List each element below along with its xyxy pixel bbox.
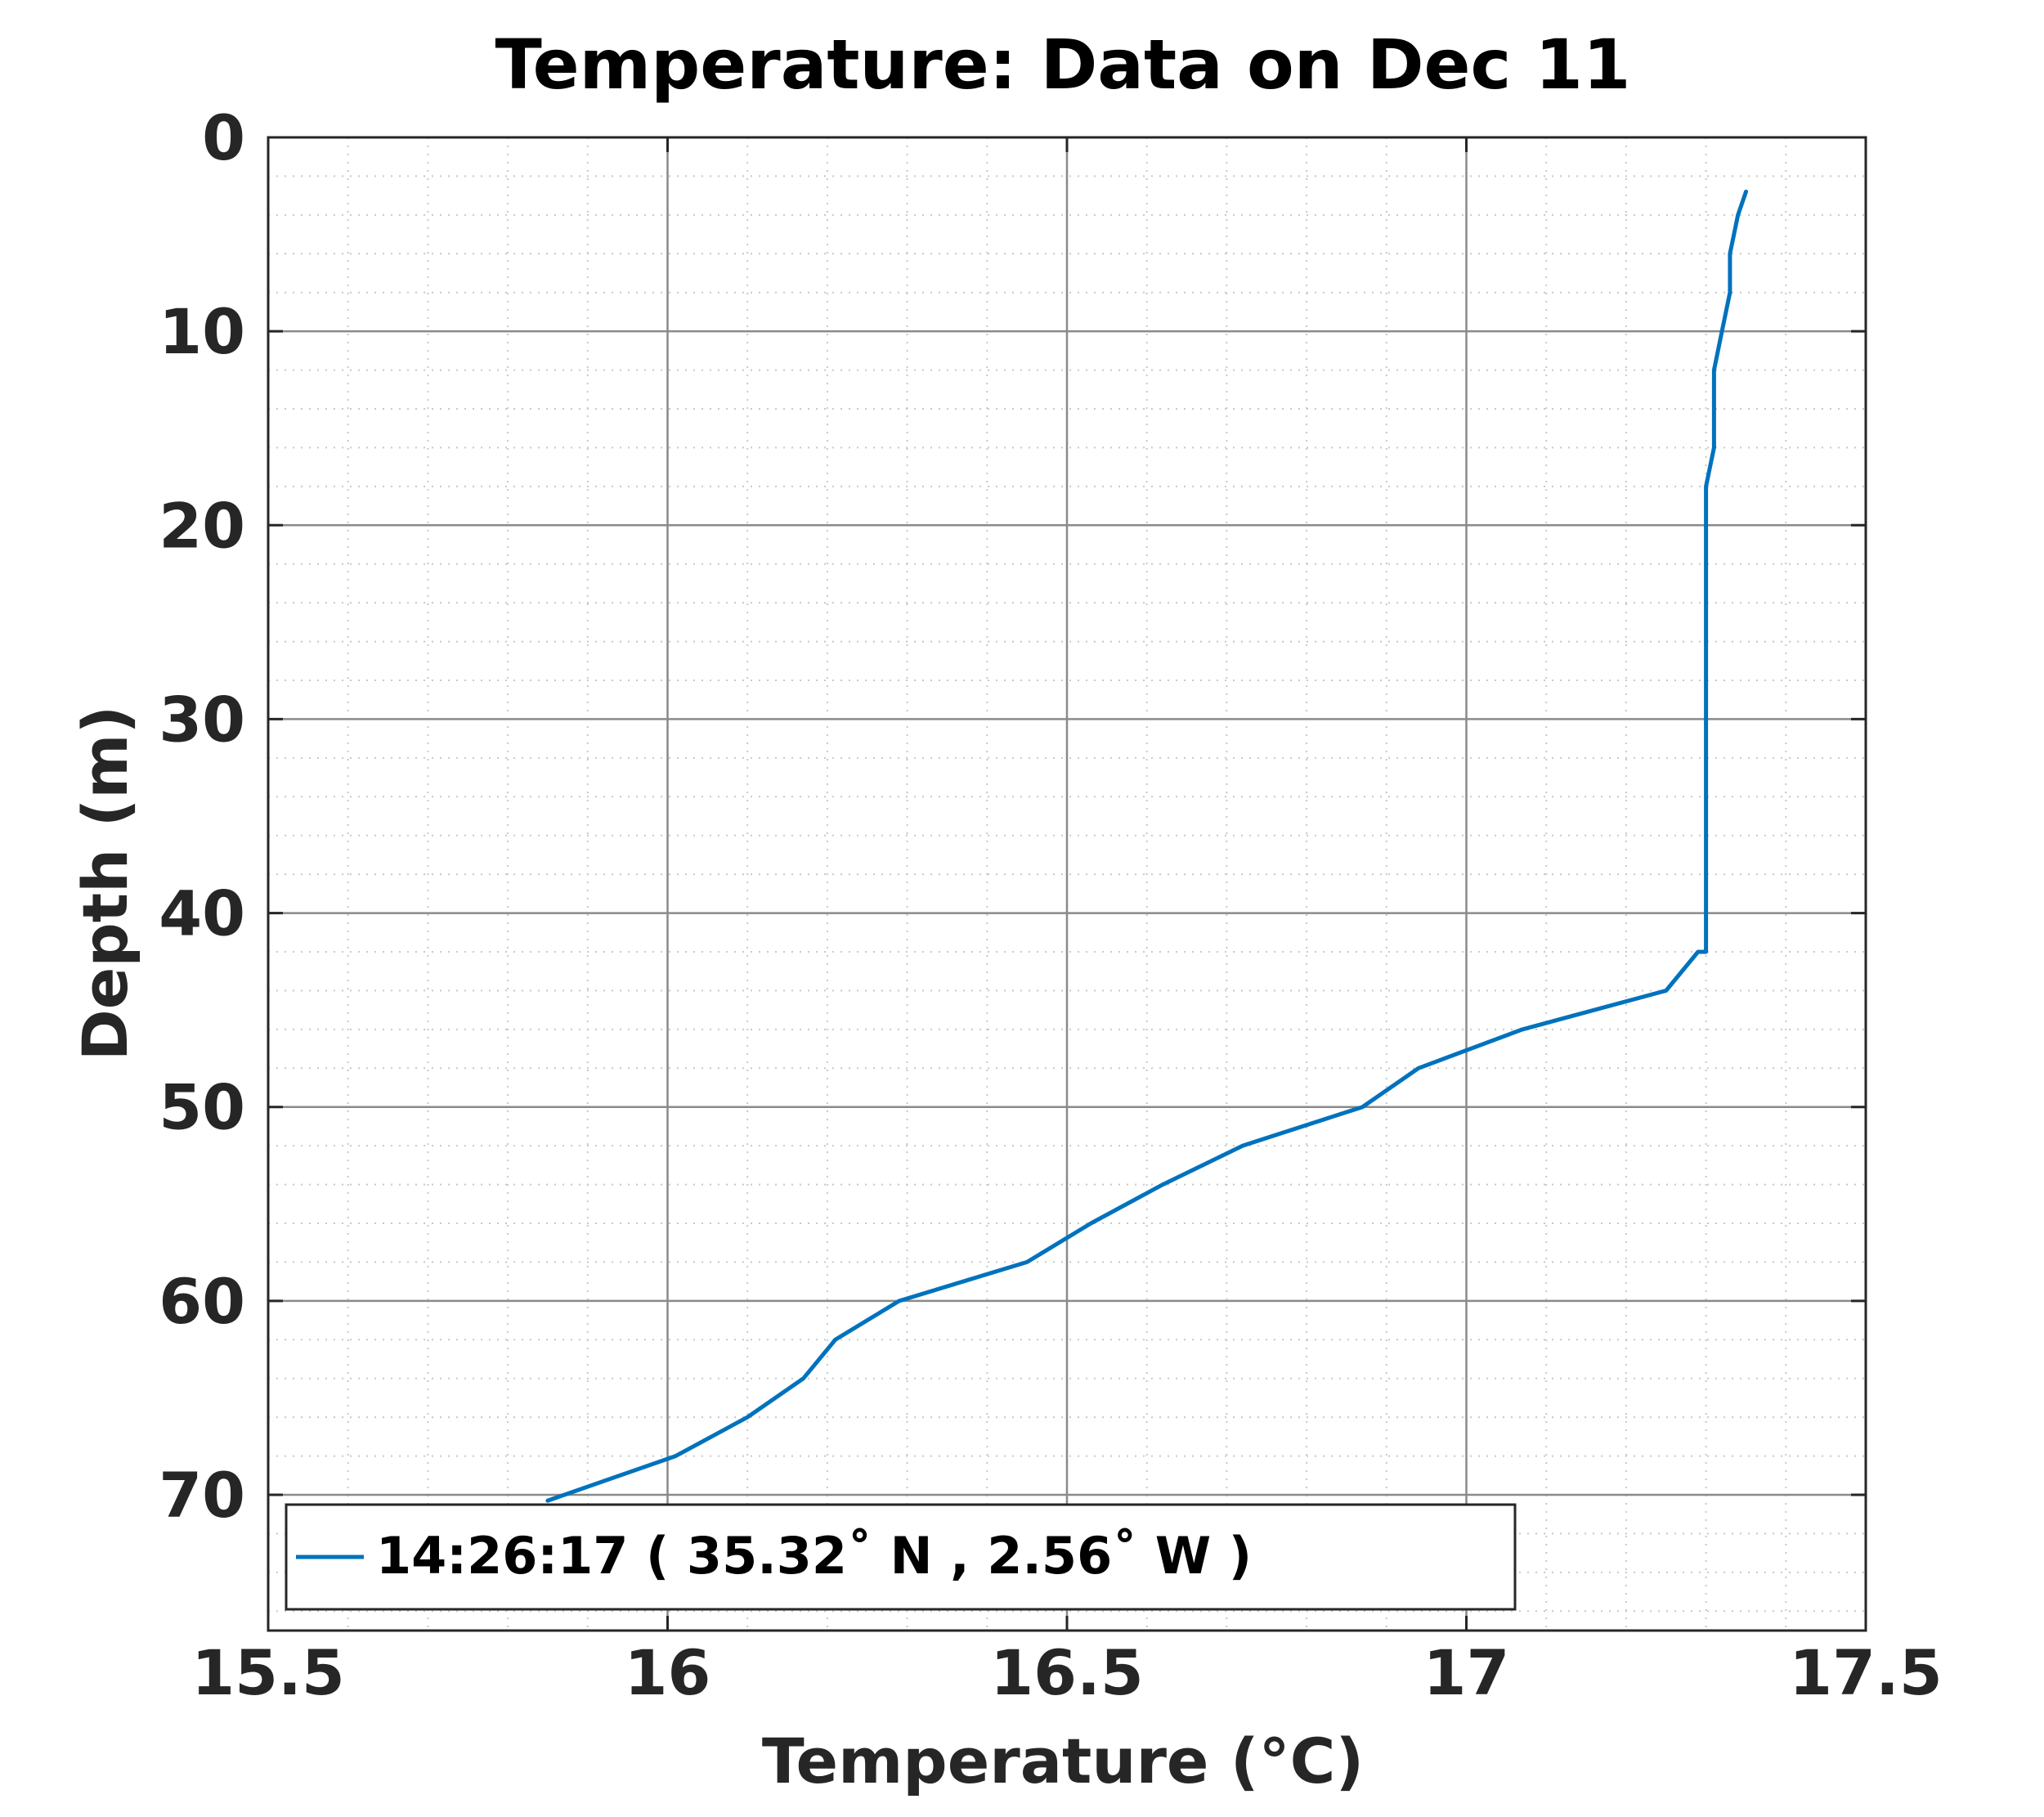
series-layer (545, 189, 1748, 1503)
y-tick-label: 30 (159, 683, 245, 756)
series-line (545, 189, 1748, 1503)
x-axis-label: Temperature (°C) (762, 1725, 1364, 1797)
legend-label: 14:26:17 ( 35.32˚ N , 2.56˚ W ) (376, 1526, 1252, 1586)
y-tick-label: 70 (159, 1459, 245, 1532)
axis-ticks (267, 136, 1867, 1631)
y-tick-label: 60 (159, 1265, 245, 1338)
y-tick-label: 40 (159, 877, 245, 950)
x-tick-label: 16.5 (990, 1636, 1144, 1709)
x-tick-label: 17 (1423, 1636, 1510, 1709)
x-tick-label: 16 (625, 1636, 711, 1709)
x-tick-labels: 15.5 16 16.5 17 17.5 (191, 1636, 1943, 1709)
y-tick-label: 10 (159, 295, 245, 368)
y-axis-label: Depth (m) (69, 706, 141, 1061)
x-tick-label: 17.5 (1789, 1636, 1943, 1709)
x-tick-label: 15.5 (191, 1636, 345, 1709)
legend: 14:26:17 ( 35.32˚ N , 2.56˚ W ) (285, 1503, 1517, 1611)
y-tick-labels: 0 10 20 30 40 50 60 70 (159, 101, 245, 1532)
chart-title: Temperature: Data on Dec 11 (495, 25, 1631, 105)
y-tick-label: 0 (202, 101, 245, 174)
legend-box (285, 1503, 1517, 1611)
y-tick-label: 20 (159, 489, 245, 562)
y-tick-label: 50 (159, 1071, 245, 1144)
